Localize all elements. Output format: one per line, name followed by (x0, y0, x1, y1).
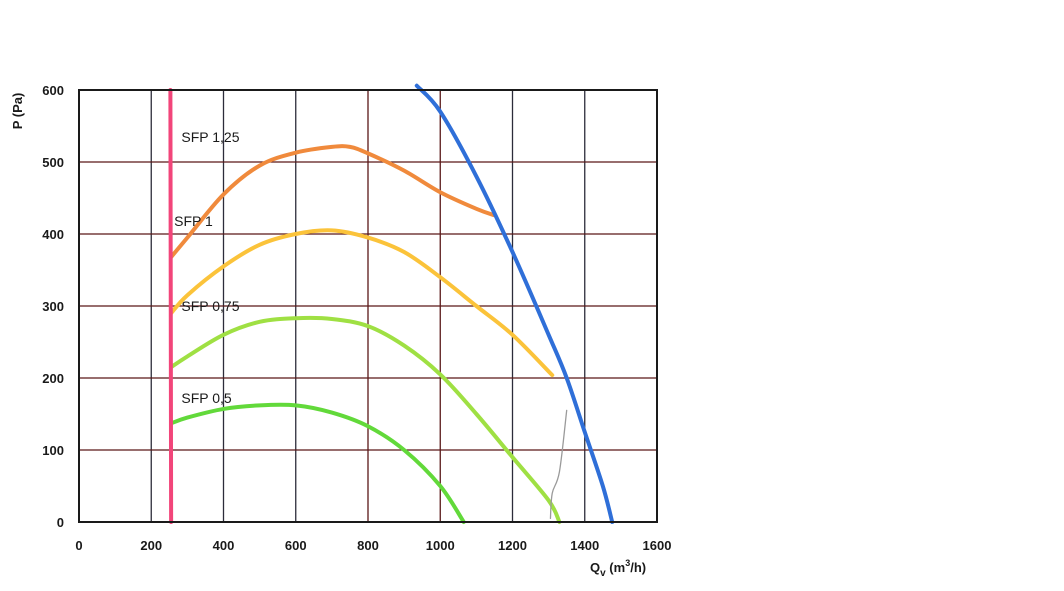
max-fan-curve (414, 83, 615, 524)
series-label: SFP 0,5 (181, 390, 232, 406)
y-tick-label: 500 (42, 155, 64, 170)
y-tick-label: 400 (42, 227, 64, 242)
x-tick-label: 800 (357, 538, 379, 553)
series-label: SFP 1,25 (181, 129, 239, 145)
x-tick-label: 1200 (498, 538, 527, 553)
series-line-4 (169, 402, 466, 524)
data-curves (168, 83, 615, 524)
x-tick-label: 200 (140, 538, 162, 553)
min-flow-line (168, 88, 174, 524)
y-tick-labels: 0 100 200 300 400 500 600 (42, 83, 64, 530)
grid-lines (79, 90, 657, 522)
series-line-3 (169, 315, 562, 524)
x-tick-label: 1600 (643, 538, 672, 553)
series-line-2 (169, 228, 555, 378)
y-tick-label: 100 (42, 443, 64, 458)
x-tick-label: 0 (75, 538, 82, 553)
y-tick-label: 0 (57, 515, 64, 530)
x-axis-label: Qv (m3/h) (590, 558, 646, 579)
x-tick-label: 400 (213, 538, 235, 553)
x-tick-label: 1400 (570, 538, 599, 553)
grey-curve (549, 409, 568, 520)
series-label: SFP 0,75 (181, 298, 239, 314)
x-tick-label: 600 (285, 538, 307, 553)
y-axis-label: P (Pa) (10, 93, 25, 130)
series-line-1 (169, 144, 497, 260)
y-tick-label: 600 (42, 83, 64, 98)
series-labels: SFP 1,25 SFP 1 SFP 0,75 SFP 0,5 (174, 129, 240, 406)
x-tick-labels: 0 200 400 600 800 1000 1200 1400 1600 (75, 538, 671, 553)
plot-frame (78, 89, 658, 523)
y-tick-label: 200 (42, 371, 64, 386)
y-tick-label: 300 (42, 299, 64, 314)
series-label: SFP 1 (174, 213, 213, 229)
x-tick-label: 1000 (426, 538, 455, 553)
